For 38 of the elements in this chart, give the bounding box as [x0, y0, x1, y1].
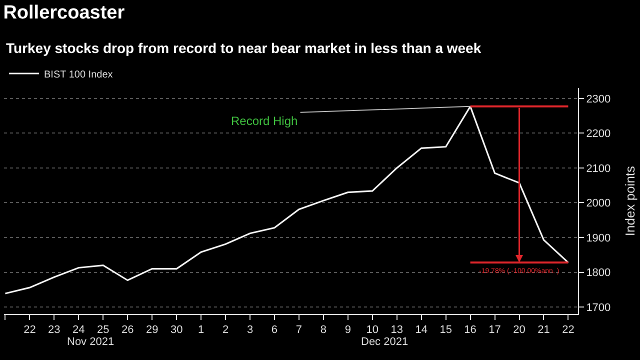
x-tick-label: 1 — [198, 324, 204, 336]
y-axis-title: Index points — [622, 165, 638, 236]
y-tick-label: 1800 — [586, 267, 611, 280]
x-tick-label: 24 — [72, 324, 85, 336]
chart-subtitle: Turkey stocks drop from record to near bear market in less than a week — [6, 40, 482, 56]
x-tick-label: 15 — [440, 324, 452, 336]
x-tick-label: 16 — [464, 324, 476, 336]
y-tick-label: 2300 — [586, 93, 611, 106]
x-tick-label: 3 — [246, 324, 254, 336]
x-tick-label: 21 — [538, 324, 550, 336]
x-tick-label: 20 — [513, 324, 526, 336]
y-tick-label: 2000 — [586, 198, 611, 210]
x-tick-label: 6 — [271, 324, 278, 336]
annotation: Record High — [231, 114, 298, 128]
line-series — [4, 106, 570, 294]
x-tick-label: 2 — [222, 324, 229, 336]
x-tick-label: 26 — [121, 324, 134, 336]
x-tick-label: 25 — [97, 324, 110, 336]
x-tick-label: 9 — [344, 324, 351, 336]
x-tick-label: 10 — [366, 324, 379, 336]
x-tick-label: 14 — [415, 324, 428, 336]
x-tick-label: 30 — [170, 324, 183, 336]
x-tick-label: 13 — [390, 324, 403, 336]
y-tick-label: 2100 — [586, 162, 611, 175]
y-tick-label: 1900 — [586, 232, 611, 244]
x-tick-label: 22 — [24, 324, 36, 336]
x-tick-label: 8 — [320, 324, 326, 336]
text: Dec 2021 — [361, 336, 408, 348]
x-tick-label: 17 — [488, 324, 501, 336]
x-tick-label: 7 — [296, 324, 302, 336]
y-tick-label: 2200 — [586, 128, 611, 140]
x-tick-label: 22 — [562, 324, 574, 336]
legend-label: BIST 100 Index — [44, 69, 113, 80]
chart-title: Rollercoaster — [3, 2, 126, 24]
x-tick-label: 29 — [146, 324, 158, 336]
text: Nov 2021 — [67, 336, 114, 348]
x-tick-label: 23 — [48, 324, 60, 336]
y-tick-label: 1700 — [586, 302, 611, 314]
